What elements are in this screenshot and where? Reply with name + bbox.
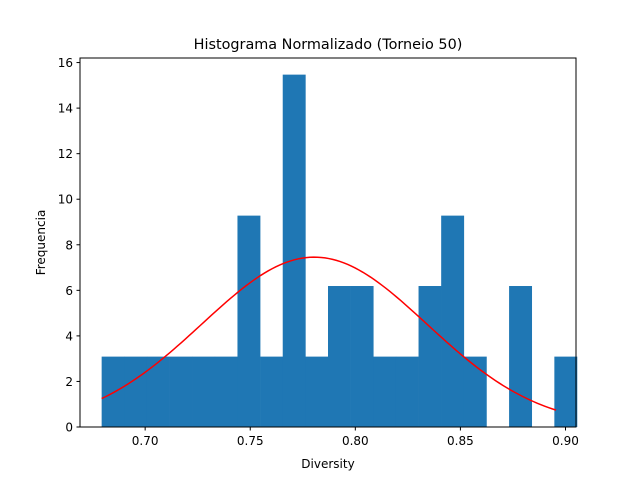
histogram-bar <box>373 356 397 427</box>
histogram-bar <box>554 356 578 427</box>
histogram-bar <box>124 356 148 427</box>
x-tick-label: 0.75 <box>237 434 264 448</box>
histogram-bar <box>214 356 238 427</box>
x-tick-label: 0.90 <box>552 434 579 448</box>
x-tick-label: 0.85 <box>447 434 474 448</box>
y-tick-label: 0 <box>65 421 73 435</box>
histogram-bar <box>328 286 351 427</box>
histogram-bar <box>350 286 374 427</box>
plot-area-frame <box>79 57 577 428</box>
y-tick-label: 6 <box>65 284 73 298</box>
y-tick-label: 16 <box>58 56 73 70</box>
x-axis-title: Diversity <box>301 457 354 471</box>
x-tick-label: 0.80 <box>342 434 369 448</box>
histogram-bar <box>418 286 442 427</box>
chart-title: Histograma Normalizado (Torneio 50) <box>194 37 463 53</box>
y-tick-label: 10 <box>58 193 73 207</box>
histogram-bar <box>169 356 193 427</box>
bars-group <box>101 74 578 427</box>
y-tick-label: 4 <box>65 329 73 343</box>
histogram-bar <box>509 286 533 427</box>
y-tick-label: 2 <box>65 375 73 389</box>
histogram-bar <box>305 356 329 427</box>
histogram-bar <box>237 215 261 427</box>
histogram-bar <box>101 356 125 427</box>
normal-fit-curve <box>101 256 557 411</box>
y-axis-ticks: 0 2 4 6 8 10 12 14 16 <box>58 56 80 435</box>
histogram-bar <box>463 356 487 427</box>
histogram-bar <box>441 215 465 427</box>
y-tick-label: 14 <box>58 102 73 116</box>
x-tick-label: 0.70 <box>132 434 159 448</box>
histogram-bar <box>395 356 419 427</box>
y-axis-title: Frequencia <box>34 210 48 276</box>
x-axis-ticks: 0.70 0.75 0.80 0.85 0.90 <box>132 427 579 448</box>
histogram-bar <box>260 356 284 427</box>
y-tick-label: 8 <box>65 238 73 252</box>
y-tick-label: 12 <box>58 147 73 161</box>
histogram-bar <box>146 356 170 427</box>
histogram-bar <box>192 356 216 427</box>
histogram-bar <box>282 74 306 427</box>
